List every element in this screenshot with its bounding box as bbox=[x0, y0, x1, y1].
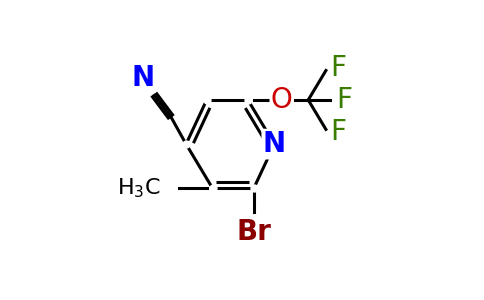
Text: N: N bbox=[263, 130, 286, 158]
Text: F: F bbox=[331, 118, 347, 146]
Text: N: N bbox=[132, 64, 155, 92]
Text: F: F bbox=[336, 86, 352, 114]
Text: Br: Br bbox=[236, 218, 271, 246]
Text: F: F bbox=[331, 54, 347, 82]
Text: O: O bbox=[271, 86, 293, 114]
Text: H$_3$C: H$_3$C bbox=[117, 176, 161, 200]
